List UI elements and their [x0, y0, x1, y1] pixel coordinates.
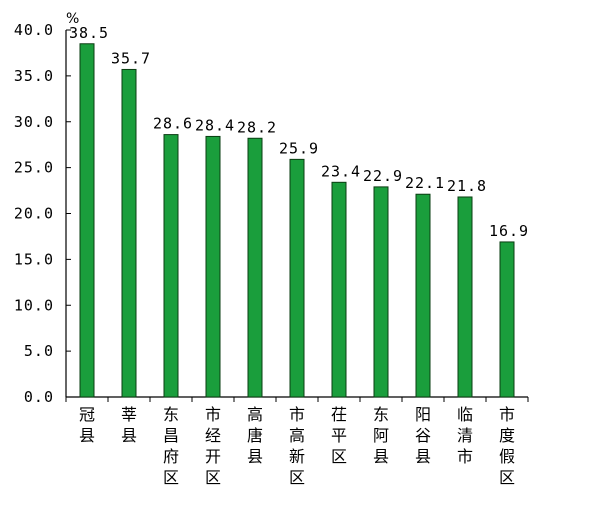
category-label: 市经开区 [205, 405, 221, 487]
data-label: 35.7 [111, 49, 151, 67]
category-label: 东昌府区 [163, 405, 179, 487]
y-axis-ticks: 0.0 5.0 10.0 15.0 20.0 25.0 30.0 35.0 40.0 [14, 21, 71, 406]
bar [457, 196, 473, 398]
data-label: 28.4 [195, 116, 235, 134]
y-tick-label: 25.0 [14, 159, 54, 177]
category-label: 市度假区 [499, 405, 515, 487]
bars [79, 43, 515, 398]
bar [289, 158, 305, 398]
bar [163, 134, 179, 398]
category-label: 莘县 [121, 405, 137, 445]
bar [205, 135, 221, 398]
category-label: 高唐县 [247, 405, 263, 466]
data-label: 38.5 [69, 24, 109, 42]
data-labels: 38.535.7 28.6 28.4 28.225.923.4 22.9 22.1 21.8… [69, 24, 529, 240]
y-tick-label: 10.0 [14, 296, 54, 314]
category-label: 市高新区 [289, 405, 305, 487]
data-label: 22.1 [405, 174, 445, 192]
data-label: 22.9 [363, 167, 403, 185]
bar [499, 241, 515, 398]
bar [415, 193, 431, 398]
data-label: 28.2 [237, 118, 277, 136]
bar [331, 181, 347, 398]
y-tick-label: 5.0 [24, 342, 54, 360]
data-label: 21.8 [447, 177, 487, 195]
y-tick-label: 35.0 [14, 67, 54, 85]
y-tick-label: 15.0 [14, 250, 54, 268]
category-label: 茌平区 [331, 405, 347, 466]
category-label: 临清市 [457, 405, 473, 466]
bar [247, 137, 263, 398]
data-label: 16.9 [489, 222, 529, 240]
category-label: 冠县 [79, 405, 95, 445]
y-tick-label: 20.0 [14, 205, 54, 223]
bar [373, 186, 389, 398]
data-label: 25.9 [279, 139, 319, 157]
y-axis-unit-label: % [66, 11, 79, 27]
category-label: 东阿县 [373, 405, 389, 466]
data-label: 28.6 [153, 115, 193, 133]
y-tick-label: 30.0 [14, 113, 54, 131]
bar [121, 68, 137, 398]
y-tick-label: 0.0 [24, 388, 54, 406]
category-label: 阳谷县 [415, 405, 431, 466]
data-label: 23.4 [321, 162, 361, 180]
bar [79, 43, 95, 398]
y-tick-label: 40.0 [14, 21, 54, 39]
